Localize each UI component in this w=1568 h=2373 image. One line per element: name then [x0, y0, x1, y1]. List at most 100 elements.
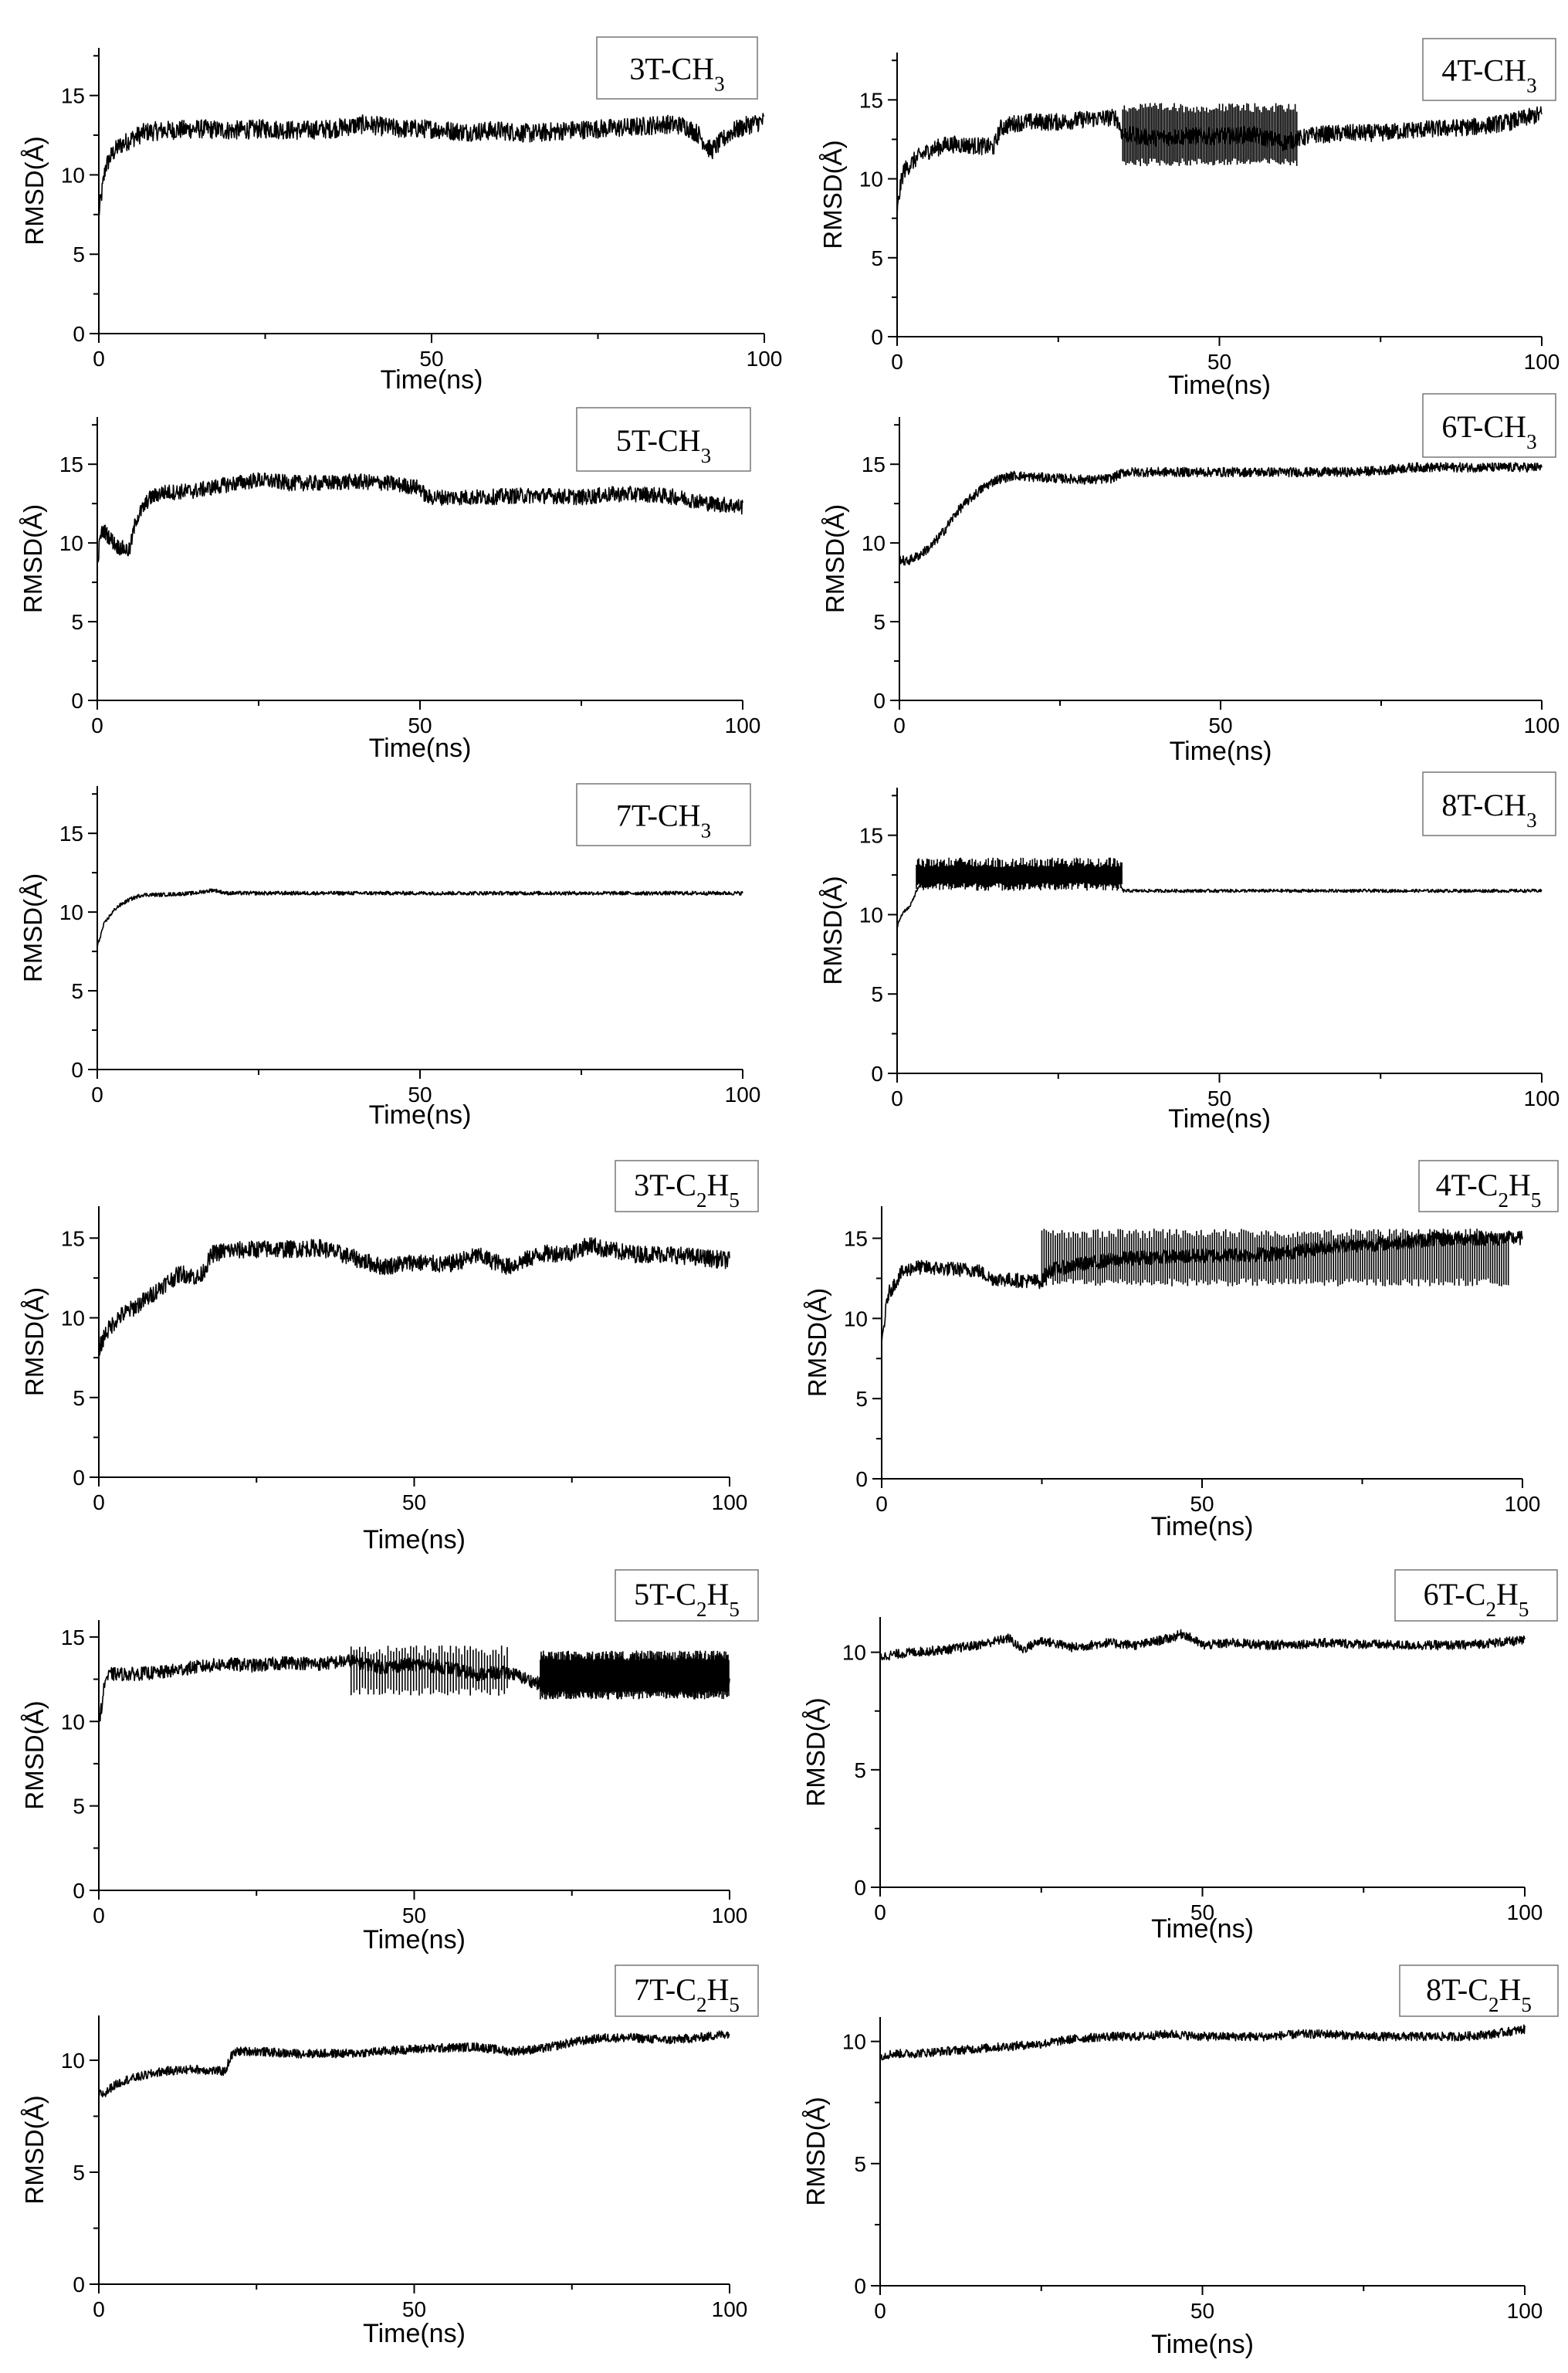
- x-tick-label: 0: [874, 1900, 886, 1924]
- series-label-box: [615, 1160, 759, 1212]
- series-label: 8T-CH3: [1441, 788, 1536, 832]
- chart-panel-10: 0 50 100 0 5 10 Time(ns) RMSD(Å) 6T-C2H5: [801, 1569, 1558, 1944]
- y-tick-label: 5: [73, 1386, 85, 1410]
- x-tick-label: 100: [712, 1490, 748, 1514]
- x-tick-label: 50: [1190, 2299, 1214, 2323]
- x-tick-label: 0: [93, 1490, 105, 1514]
- chart-panel-3: 0 50 100 0 5 10 15 Time(ns) RMSD(Å) 5T-CH3: [19, 407, 761, 763]
- y-tick-label: 10: [59, 900, 83, 924]
- y-tick-label: 0: [873, 689, 886, 713]
- y-tick-label: 0: [71, 1058, 83, 1082]
- chart-panel-6: 0 50 100 0 5 10 15 Time(ns) RMSD(Å) 8T-CH3: [818, 771, 1560, 1134]
- rmsd-series-line: [98, 2030, 730, 2098]
- y-tick-label: 10: [862, 531, 886, 555]
- x-axis-label: Time(ns): [1151, 1512, 1254, 1541]
- x-tick-label: 0: [93, 1903, 105, 1927]
- chart-panel-12: 0 50 100 0 5 10 Time(ns) RMSD(Å) 8T-C2H5: [801, 1965, 1559, 2359]
- y-tick-label: 5: [73, 2161, 85, 2185]
- y-axis-label: RMSD(Å): [803, 1288, 831, 1397]
- y-tick-label: 0: [73, 322, 85, 346]
- y-tick-label: 5: [855, 1387, 868, 1411]
- y-tick-label: 5: [873, 610, 886, 634]
- series-label-box: [615, 1569, 759, 1622]
- y-tick-label: 10: [61, 1307, 85, 1331]
- series-label: 7T-CH3: [616, 798, 711, 842]
- y-tick-label: 15: [61, 1626, 85, 1649]
- y-axis-label: RMSD(Å): [818, 140, 847, 249]
- series-label-box: [576, 783, 751, 846]
- series-label-box: [1422, 38, 1556, 101]
- y-tick-label: 10: [842, 2030, 866, 2054]
- series-label: 6T-CH3: [1441, 409, 1536, 453]
- series-label: 6T-C2H5: [1424, 1577, 1529, 1621]
- x-tick-label: 100: [712, 2297, 748, 2321]
- y-tick-label: 0: [73, 1879, 85, 1903]
- x-tick-label: 100: [725, 1083, 761, 1107]
- series-label-box: [1422, 393, 1556, 458]
- y-tick-label: 10: [61, 163, 85, 187]
- y-axis-label: RMSD(Å): [20, 136, 49, 245]
- x-tick-label: 100: [725, 714, 761, 737]
- x-tick-label: 50: [402, 1903, 426, 1927]
- x-tick-label: 100: [1524, 1086, 1560, 1110]
- y-tick-label: 0: [871, 1062, 883, 1086]
- y-tick-label: 15: [59, 453, 83, 476]
- x-tick-label: 0: [875, 1492, 888, 1516]
- y-tick-label: 15: [862, 453, 886, 476]
- y-tick-label: 0: [854, 2274, 866, 2298]
- x-tick-label: 50: [1207, 1086, 1231, 1110]
- chart-panel-9: 0 50 100 0 5 10 15 Time(ns) RMSD(Å) 5T-C2H5: [20, 1569, 759, 1954]
- x-tick-label: 50: [1190, 1492, 1214, 1516]
- y-tick-label: 5: [73, 1795, 85, 1819]
- chart-panel-11: 0 50 100 0 5 10 Time(ns) RMSD(Å) 7T-C2H5: [20, 1965, 759, 2348]
- y-tick-label: 0: [73, 1466, 85, 1490]
- x-tick-label: 50: [408, 714, 432, 737]
- series-label-box: [1422, 771, 1556, 836]
- x-tick-label: 100: [1507, 2299, 1543, 2323]
- x-tick-label: 50: [1190, 1900, 1214, 1924]
- x-tick-label: 100: [747, 347, 783, 371]
- y-axis-label: RMSD(Å): [821, 504, 849, 613]
- rmsd-oscillation-band: [1041, 1229, 1509, 1287]
- y-tick-label: 10: [859, 168, 883, 192]
- x-tick-label: 50: [1207, 350, 1231, 374]
- x-axis-label: Time(ns): [363, 1525, 466, 1554]
- series-label: 4T-CH3: [1441, 53, 1536, 97]
- series-label: 7T-C2H5: [634, 1972, 740, 2016]
- x-axis-label: Time(ns): [1151, 2330, 1254, 2359]
- rmsd-series-line: [879, 1629, 1526, 1661]
- x-tick-label: 0: [93, 347, 105, 371]
- chart-panel-1: 0 50 100 0 5 10 15 Time(ns) RMSD(Å) 3T-CH3: [20, 36, 783, 395]
- rmsd-series-line: [98, 113, 765, 216]
- x-axis-label: Time(ns): [369, 734, 472, 763]
- y-tick-label: 5: [854, 2152, 866, 2176]
- x-tick-label: 100: [1524, 714, 1560, 737]
- chart-panel-8: 0 50 100 0 5 10 15 Time(ns) RMSD(Å) 4T-C2H5: [803, 1160, 1559, 1541]
- series-label: 5T-C2H5: [634, 1577, 740, 1621]
- rmsd-series-line: [899, 462, 1543, 566]
- x-axis-label: Time(ns): [363, 2319, 466, 2348]
- rmsd-series-line: [98, 1237, 730, 1356]
- x-axis-label: Time(ns): [1151, 1914, 1254, 1944]
- x-tick-label: 100: [1524, 350, 1560, 374]
- rmsd-series-line: [881, 1230, 1523, 1343]
- x-tick-label: 50: [402, 2297, 426, 2321]
- series-label-box: [615, 1965, 759, 2017]
- series-label-box: [1394, 1569, 1558, 1622]
- y-tick-label: 15: [61, 84, 85, 108]
- x-axis-label: Time(ns): [1170, 737, 1272, 766]
- x-tick-label: 50: [419, 347, 443, 371]
- x-tick-label: 50: [402, 1490, 426, 1514]
- y-tick-label: 5: [854, 1758, 866, 1782]
- y-tick-label: 0: [854, 1876, 866, 1900]
- x-axis-label: Time(ns): [363, 1925, 466, 1954]
- x-tick-label: 100: [1507, 1900, 1543, 1924]
- x-tick-label: 50: [1208, 714, 1232, 737]
- y-tick-label: 10: [61, 1710, 85, 1734]
- x-tick-label: 0: [91, 714, 103, 737]
- y-tick-label: 15: [859, 824, 883, 848]
- series-label-box: [576, 407, 751, 472]
- y-tick-label: 5: [73, 242, 85, 266]
- y-axis-label: RMSD(Å): [20, 2095, 49, 2204]
- series-label: 3T-C2H5: [634, 1168, 740, 1212]
